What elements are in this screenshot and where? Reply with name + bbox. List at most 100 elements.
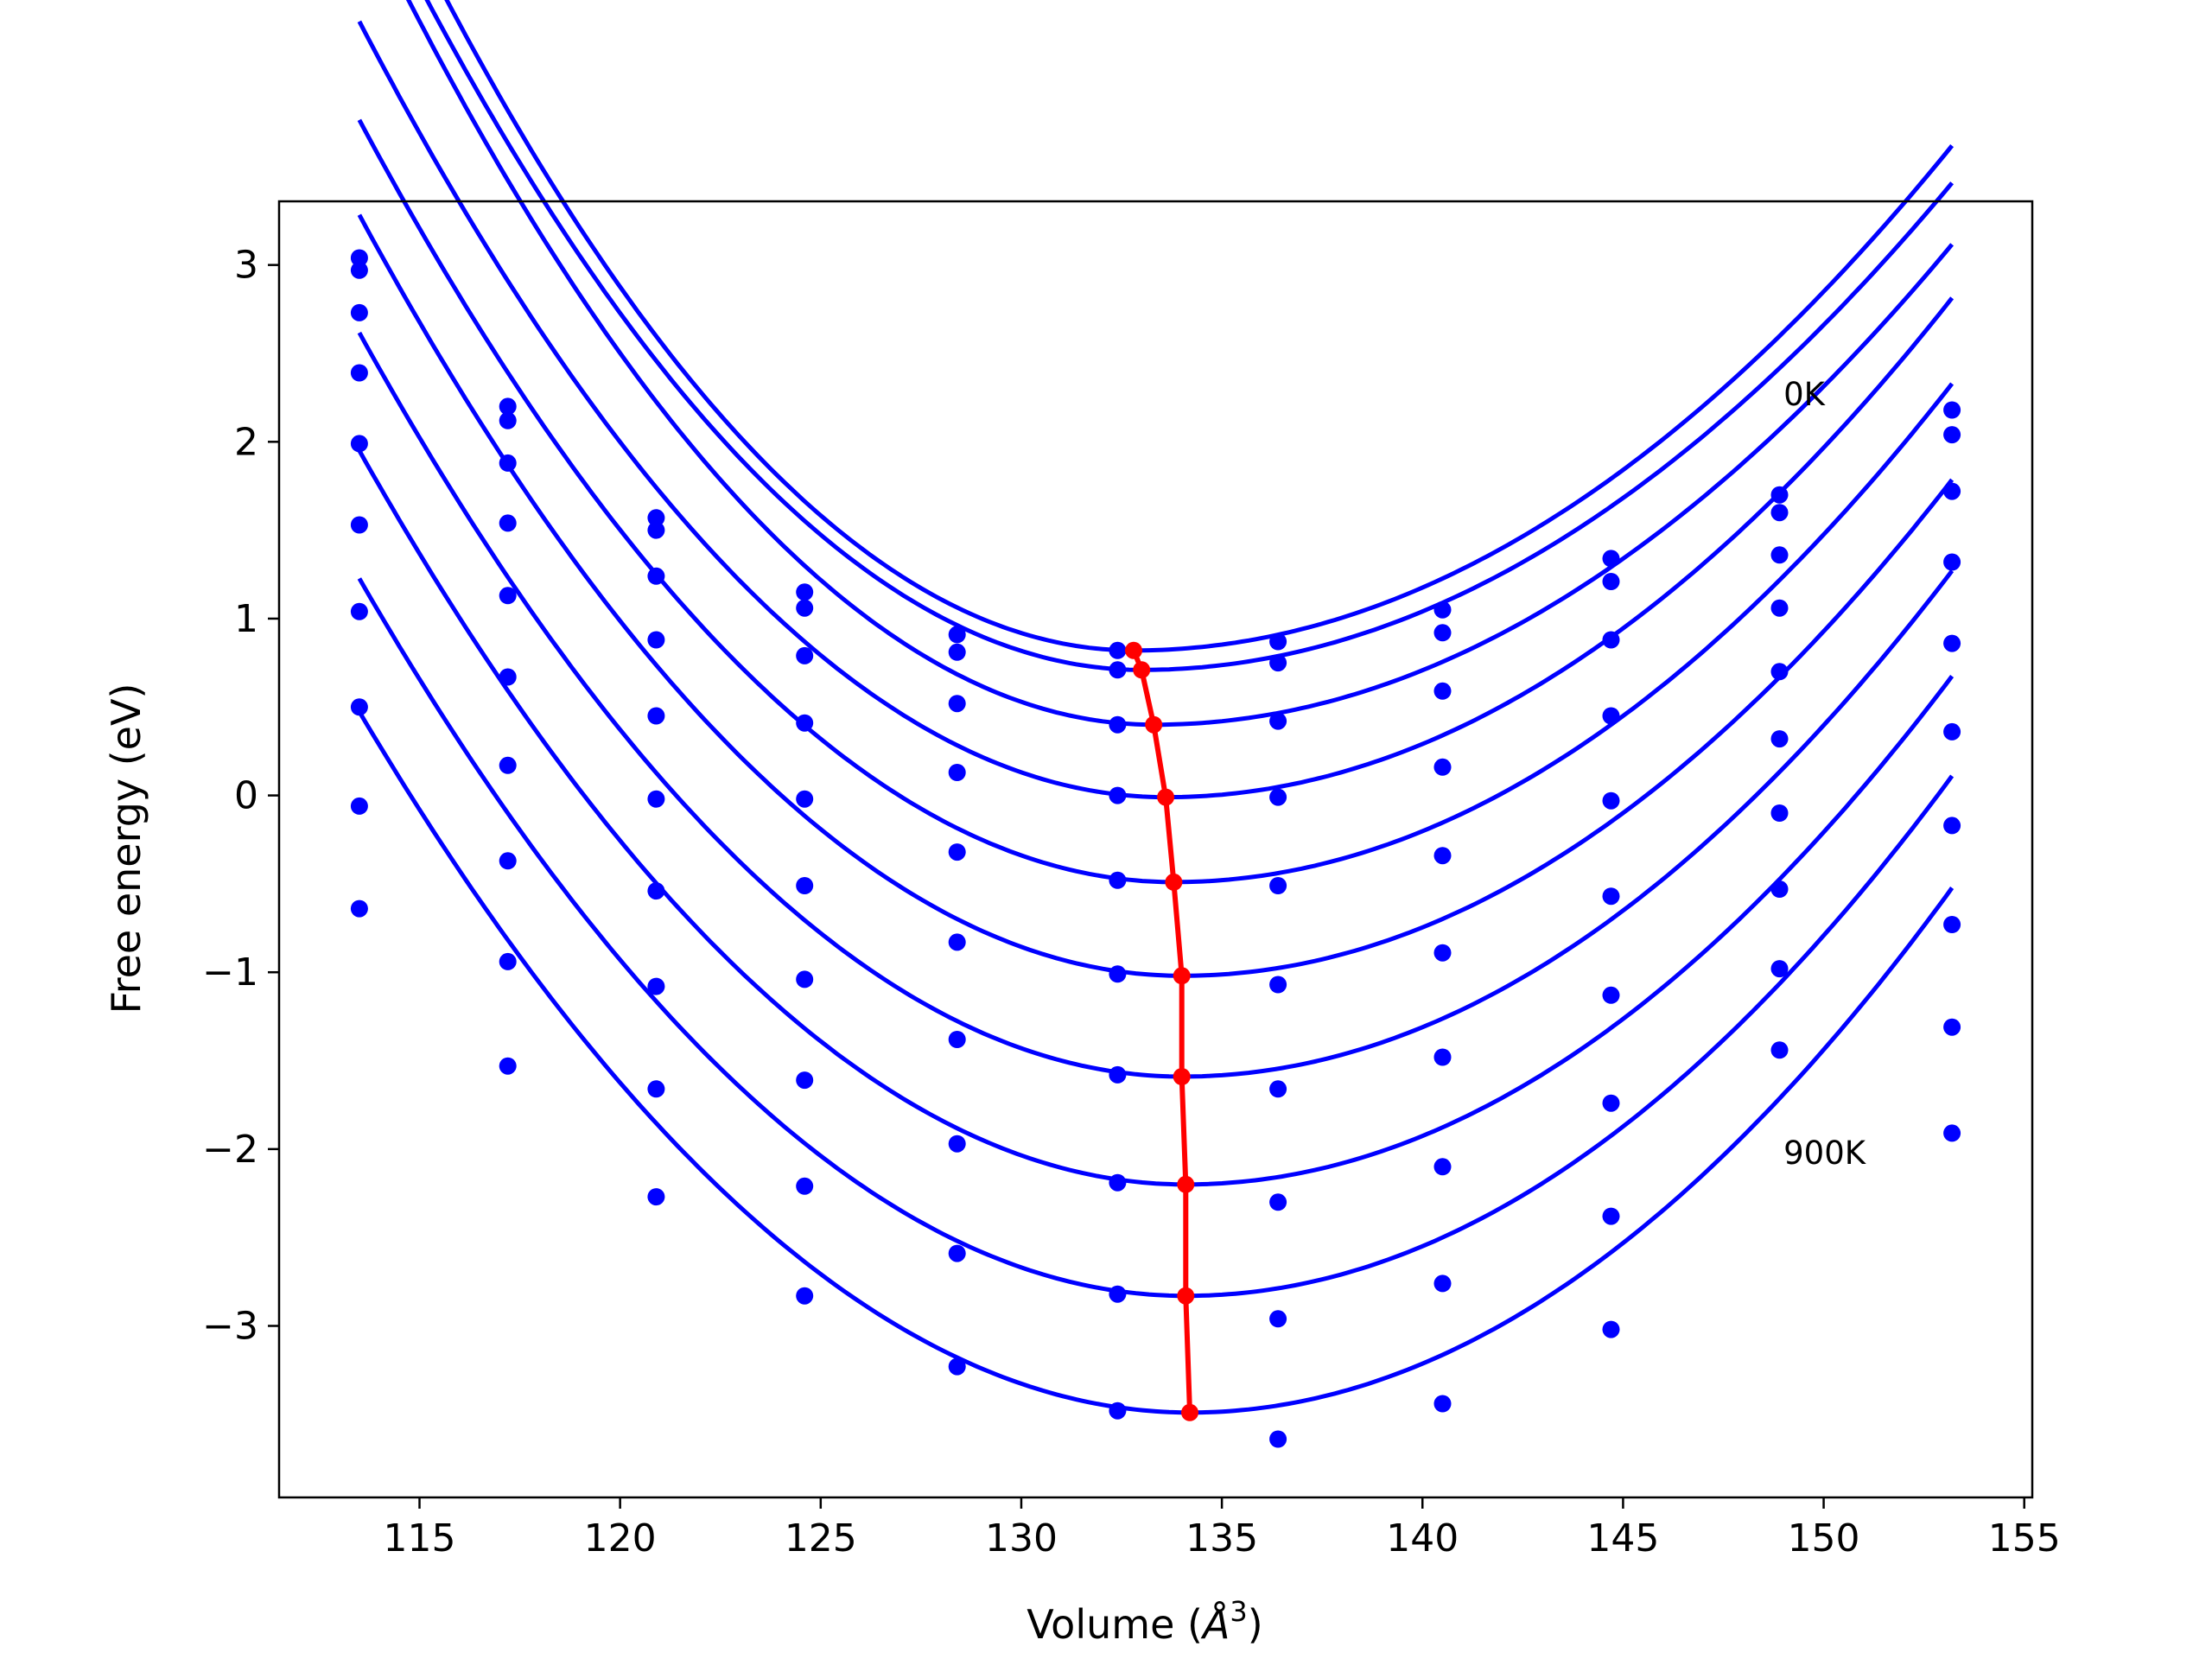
data-point bbox=[1269, 976, 1287, 994]
fit-curve-3 bbox=[405, 0, 1955, 728]
minimum-path-line bbox=[1131, 649, 1192, 1413]
data-point bbox=[1269, 1430, 1287, 1448]
x-tick-label: 115 bbox=[384, 1516, 456, 1560]
data-point bbox=[1770, 486, 1789, 504]
fit-curve-6 bbox=[357, 213, 1955, 978]
curve-annotation: 0K bbox=[1783, 376, 1827, 413]
x-tick-label: 130 bbox=[985, 1516, 1058, 1560]
y-tick-label: 1 bbox=[234, 597, 258, 641]
data-point bbox=[1602, 573, 1620, 590]
data-point bbox=[796, 877, 814, 894]
x-tick-label: 120 bbox=[584, 1516, 657, 1560]
data-point bbox=[350, 516, 368, 534]
data-point bbox=[796, 714, 814, 732]
data-point bbox=[948, 843, 966, 861]
x-axis-label: Volume (Å3) bbox=[1027, 1595, 1262, 1648]
data-point bbox=[1433, 1395, 1452, 1413]
data-point bbox=[948, 1244, 966, 1262]
data-point bbox=[1109, 641, 1127, 659]
fit-curve-10 bbox=[357, 710, 1955, 1415]
fit-curve-4 bbox=[357, 20, 1955, 800]
data-point bbox=[1109, 786, 1127, 804]
y-tick-label: 2 bbox=[234, 420, 258, 464]
data-point bbox=[796, 790, 814, 808]
minimum-point bbox=[1177, 1175, 1195, 1193]
data-point bbox=[1770, 1041, 1789, 1059]
data-point bbox=[1433, 601, 1452, 619]
x-tick-label: 155 bbox=[1988, 1516, 2061, 1560]
data-point bbox=[1770, 804, 1789, 822]
data-point bbox=[499, 1057, 517, 1075]
data-point bbox=[1269, 788, 1287, 806]
data-point bbox=[796, 1287, 814, 1305]
data-point bbox=[1433, 944, 1452, 962]
data-point bbox=[647, 1188, 665, 1206]
data-point bbox=[350, 261, 368, 279]
data-point bbox=[499, 952, 517, 970]
data-point bbox=[1602, 1094, 1620, 1112]
y-tick-label: 3 bbox=[234, 244, 258, 288]
data-point bbox=[647, 521, 665, 539]
data-point bbox=[647, 790, 665, 808]
data-point bbox=[1602, 550, 1620, 568]
data-point bbox=[1943, 722, 1961, 741]
data-point bbox=[499, 668, 517, 686]
data-point bbox=[1943, 634, 1961, 652]
minimum-point bbox=[1157, 788, 1175, 806]
data-point bbox=[647, 707, 665, 725]
y-axis-ticks: −3 −2 −1 0 1 2 3 bbox=[202, 244, 279, 1349]
data-point bbox=[1109, 871, 1127, 889]
data-point bbox=[1109, 1285, 1127, 1303]
minimum-point bbox=[1177, 1287, 1195, 1305]
x-tick-label: 125 bbox=[785, 1516, 857, 1560]
data-point bbox=[350, 364, 368, 382]
data-point bbox=[499, 852, 517, 870]
data-point bbox=[796, 1177, 814, 1195]
data-point bbox=[1770, 730, 1789, 748]
x-axis-ticks: 115 120 125 130 135 140 145 150 155 bbox=[384, 1497, 2061, 1560]
data-point bbox=[948, 1135, 966, 1153]
data-point bbox=[1770, 599, 1789, 617]
data-point bbox=[1433, 1274, 1452, 1293]
data-point bbox=[948, 764, 966, 781]
data-point bbox=[1602, 887, 1620, 906]
data-point bbox=[350, 435, 368, 453]
data-point bbox=[350, 698, 368, 716]
data-point bbox=[499, 397, 517, 416]
data-point bbox=[1269, 712, 1287, 730]
minimum-point bbox=[1133, 661, 1151, 679]
annotations: 0K 900K bbox=[1783, 376, 1867, 1172]
x-tick-label: 140 bbox=[1386, 1516, 1459, 1560]
minimum-point bbox=[1181, 1403, 1198, 1421]
data-point bbox=[1943, 401, 1961, 419]
curve-annotation: 900K bbox=[1783, 1135, 1867, 1172]
data-point bbox=[350, 899, 368, 918]
fit-curve-1 bbox=[444, 0, 1955, 653]
x-tick-label: 135 bbox=[1185, 1516, 1258, 1560]
fit-curve-2 bbox=[424, 0, 1955, 672]
y-axis-label: Free energy (eV) bbox=[103, 683, 149, 1014]
data-point bbox=[1943, 553, 1961, 571]
minimum-point bbox=[1145, 715, 1163, 734]
data-point bbox=[1269, 877, 1287, 894]
data-point bbox=[1109, 661, 1127, 679]
data-point bbox=[350, 303, 368, 321]
minimum-point bbox=[1173, 1068, 1191, 1085]
data-point bbox=[1433, 1158, 1452, 1176]
data-point bbox=[796, 1071, 814, 1090]
data-point bbox=[1770, 546, 1789, 564]
fit-curve-9 bbox=[357, 577, 1955, 1299]
data-point bbox=[1943, 817, 1961, 835]
data-point bbox=[1269, 1080, 1287, 1098]
data-point bbox=[1109, 715, 1127, 734]
y-tick-label: −1 bbox=[202, 950, 258, 995]
data-point bbox=[647, 631, 665, 649]
data-point bbox=[1943, 426, 1961, 444]
data-point bbox=[1602, 707, 1620, 725]
data-point bbox=[499, 587, 517, 605]
x-tick-label: 145 bbox=[1586, 1516, 1659, 1560]
data-point bbox=[1770, 880, 1789, 898]
data-point bbox=[647, 977, 665, 995]
data-point bbox=[1770, 960, 1789, 978]
data-point bbox=[1770, 504, 1789, 522]
